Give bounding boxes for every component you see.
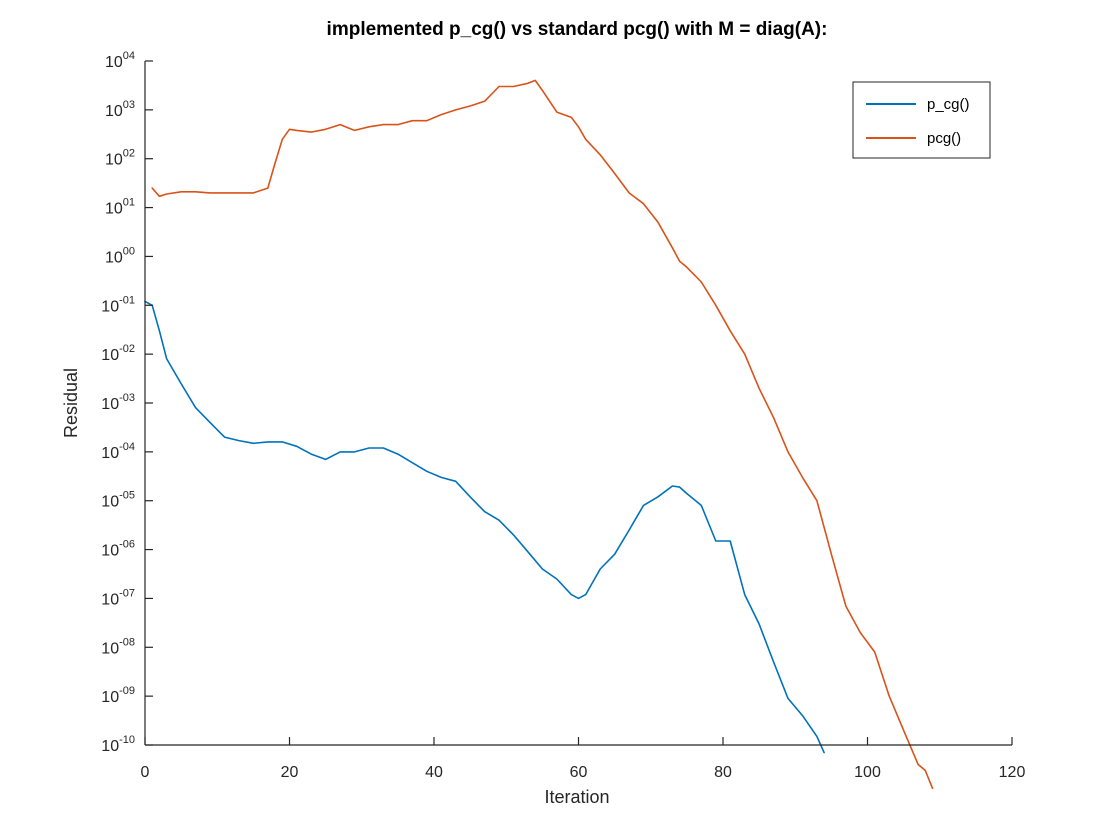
series-line-p-cg [144, 300, 825, 754]
x-tick-label: 0 [141, 764, 150, 781]
series-line-pcg [151, 79, 934, 790]
x-ticks: 0 20 40 60 80 100 120 [141, 737, 1026, 781]
legend: p_cg() pcg() [852, 81, 991, 159]
series-layer [144, 79, 934, 790]
x-tick-label: 120 [999, 764, 1026, 781]
x-tick-label: 20 [281, 764, 299, 781]
legend-box [852, 81, 991, 159]
y-axis-label: Residual [61, 368, 81, 438]
chart-title: implemented p_cg() vs standard pcg() wit… [327, 19, 828, 40]
legend-label-p-cg: p_cg() [927, 96, 970, 113]
legend-label-pcg: pcg() [927, 130, 961, 147]
x-tick-label: 100 [854, 764, 881, 781]
x-axis-label: Iteration [544, 787, 609, 807]
y-tick-label: 1000 [105, 245, 135, 266]
x-tick-label: 40 [425, 764, 443, 781]
x-tick-label: 80 [714, 764, 732, 781]
x-tick-label: 60 [570, 764, 588, 781]
